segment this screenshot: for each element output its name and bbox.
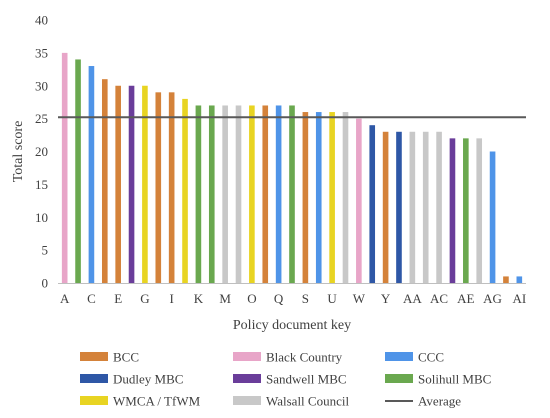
legend-item: Black Country (233, 350, 343, 365)
legend-label: CCC (418, 350, 444, 365)
bar-ah (503, 276, 509, 283)
legend-item: BCC (80, 350, 139, 365)
x-tick-label: AA (403, 291, 422, 306)
bar-l (208, 105, 215, 283)
legend-label: Solihull MBC (418, 372, 491, 387)
y-tick-label: 35 (35, 45, 48, 60)
x-tick-label: O (247, 291, 256, 306)
y-tick-label: 5 (42, 243, 49, 258)
bar-t (315, 112, 322, 283)
x-tick-label: AI (512, 291, 526, 306)
y-tick-label: 40 (35, 13, 48, 28)
legend-swatch (80, 352, 108, 361)
bar-ad (449, 138, 456, 283)
y-tick-label: 15 (35, 177, 48, 192)
bar-ab (422, 131, 429, 283)
x-tick-labels: A C E G I K M O Q S U W Y AA AC AE AG AI (60, 291, 526, 306)
bar-m (222, 105, 228, 283)
x-tick-label: Q (274, 291, 284, 306)
bar-x (369, 125, 376, 283)
bar-p (262, 105, 269, 283)
legend-swatch (233, 396, 261, 405)
x-tick-label: Y (381, 291, 391, 306)
legend-swatch (233, 374, 261, 383)
y-tick-label: 10 (35, 210, 48, 225)
bar-z (396, 131, 402, 283)
bar-g (142, 85, 148, 283)
legend-label: Average (418, 394, 461, 409)
x-tick-label: W (353, 291, 366, 306)
bar-ag (489, 151, 496, 283)
x-tick-label: G (140, 291, 149, 306)
bar-j (182, 98, 188, 284)
bar-h (155, 92, 162, 283)
bar-ac (436, 131, 442, 283)
legend-item: WMCA / TfWM (80, 394, 201, 409)
y-axis-title: Total score (11, 121, 26, 183)
x-tick-label: C (87, 291, 96, 306)
bar-n (235, 105, 242, 283)
bar-s (302, 112, 309, 283)
legend-label: Walsall Council (266, 394, 349, 409)
x-tick-label: AE (457, 291, 474, 306)
bar-af (476, 138, 483, 283)
bar-c (88, 66, 95, 284)
legend-swatch (80, 396, 108, 405)
bar-d (101, 79, 108, 283)
bar-a (61, 52, 68, 283)
x-tick-label: U (327, 291, 337, 306)
x-tick-label: K (194, 291, 204, 306)
bar-f (128, 85, 135, 283)
legend-swatch (385, 352, 413, 361)
x-tick-label: E (114, 291, 122, 306)
legend-label: Sandwell MBC (266, 372, 347, 387)
x-axis-title: Policy document key (233, 318, 351, 333)
legend-label: Dudley MBC (113, 372, 183, 387)
legend-swatch (385, 374, 413, 383)
bar-r (289, 105, 295, 283)
x-tick-label: M (219, 291, 231, 306)
legend-swatch (233, 352, 261, 361)
legend-item: Dudley MBC (80, 372, 183, 387)
legend-swatch (80, 374, 108, 383)
y-tick-label: 20 (35, 144, 48, 159)
bar-v (342, 112, 349, 283)
bars-layer (61, 52, 523, 284)
x-tick-label: S (302, 291, 309, 306)
y-tick-label: 25 (35, 111, 48, 126)
x-tick-label: I (169, 291, 173, 306)
y-tick-label: 0 (42, 276, 49, 291)
y-tick-label: 30 (35, 78, 48, 93)
bar-w (356, 118, 362, 283)
legend-label: BCC (113, 350, 139, 365)
bar-b (75, 59, 81, 284)
x-tick-label: AG (483, 291, 502, 306)
legend-label: WMCA / TfWM (113, 394, 201, 409)
bar-k (195, 105, 202, 283)
bar-e (115, 85, 121, 283)
legend: BCC Black Country CCC Dudley MBC Sandwell MB… (80, 350, 491, 409)
bar-ai (516, 276, 523, 283)
x-tick-label: A (60, 291, 70, 306)
legend-item: Walsall Council (233, 394, 349, 409)
bar-u (329, 112, 335, 283)
bar-i (168, 92, 175, 283)
legend-label: Black Country (266, 350, 343, 365)
bar-q (275, 105, 282, 283)
legend-item: CCC (385, 350, 444, 365)
legend-item: Sandwell MBC (233, 372, 347, 387)
y-axis: 0 5 10 15 20 25 30 35 40 (35, 13, 48, 291)
x-tick-label: AC (430, 291, 448, 306)
bar-aa (409, 131, 416, 283)
bar-y (382, 131, 389, 283)
legend-item: Average (385, 394, 461, 409)
legend-item: Solihull MBC (385, 372, 491, 387)
bar-ae (463, 138, 469, 283)
bar-o (249, 105, 255, 283)
